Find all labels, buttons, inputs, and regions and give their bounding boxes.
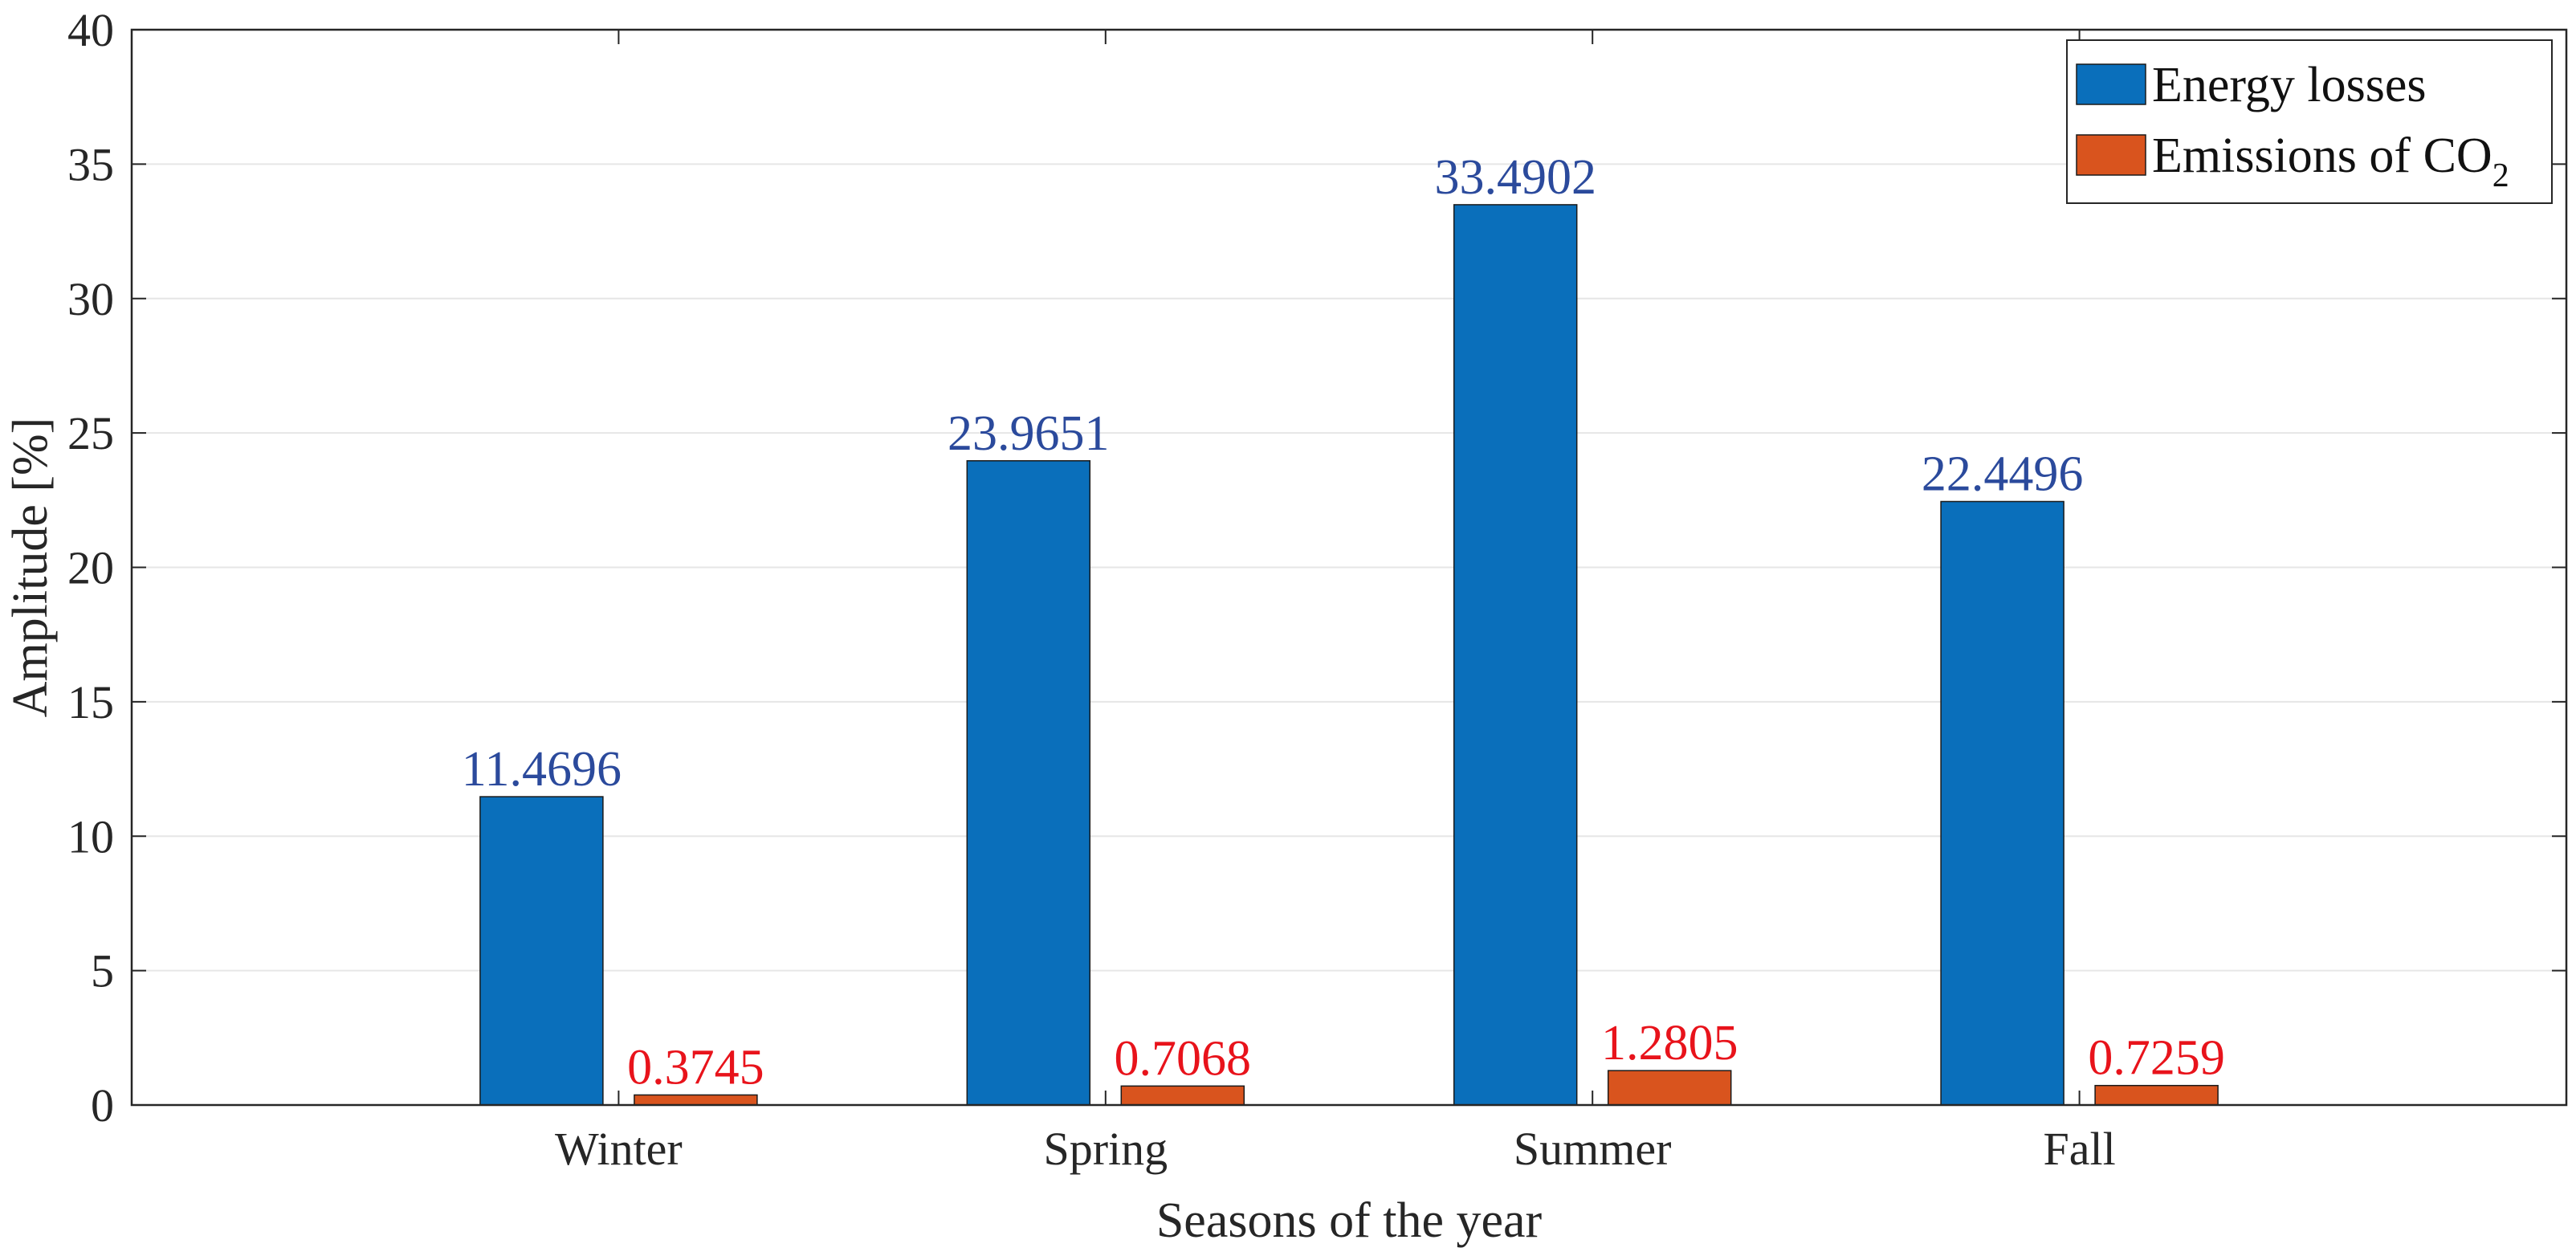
x-tick-label: Winter [555, 1123, 683, 1175]
bar-value-label: 23.9651 [948, 406, 1110, 461]
bar-co2-emissions [634, 1094, 758, 1106]
bar-co2-emissions [1120, 1085, 1245, 1106]
bar-value-label: 11.4696 [462, 742, 622, 797]
y-tick-label: 0 [91, 1079, 114, 1132]
bar-value-label: 22.4496 [1922, 447, 2084, 501]
legend-label-co2-main: Emissions of CO [2152, 128, 2492, 183]
y-axis-label: Amplitude [%] [3, 418, 58, 718]
y-tick-label: 20 [67, 542, 114, 594]
bars-layer [479, 204, 2219, 1106]
bar-energy-losses [1940, 500, 2064, 1106]
bar-co2-emissions [2094, 1084, 2219, 1106]
bar-value-label: 1.2805 [1601, 1016, 1738, 1070]
y-tick-label: 15 [67, 676, 114, 728]
y-tick-label: 30 [67, 273, 114, 325]
labels-layer: 11.4696 23.9651 33.4902 22.4496 0.3745 0.7068… [462, 150, 2225, 1095]
legend-label-energy-losses: Energy losses [2152, 58, 2427, 112]
bar-value-label: 0.7068 [1115, 1031, 1252, 1086]
x-tick-label: Spring [1043, 1123, 1168, 1175]
legend-box [2066, 39, 2553, 204]
y-tick-label: 10 [67, 810, 114, 862]
x-axis-label: Seasons of the year [1156, 1193, 1543, 1248]
legend-swatch-energy-losses [2076, 63, 2146, 105]
legend: Energy losses Emissions of CO2 [2066, 39, 2553, 204]
bar-energy-losses [479, 796, 604, 1106]
y-tick-label: 25 [67, 407, 114, 459]
legend-label-co2-emissions: Emissions of CO2 [2152, 128, 2509, 194]
y-tick-label: 40 [67, 4, 114, 56]
x-tick-label: Summer [1514, 1123, 1672, 1175]
legend-label-co2-subscript: 2 [2492, 157, 2509, 194]
y-tick-label: 5 [91, 945, 114, 997]
bar-energy-losses [1453, 204, 1578, 1106]
bar-energy-losses [966, 460, 1091, 1106]
bar-co2-emissions [1607, 1070, 1732, 1106]
x-tick-label: Fall [2043, 1123, 2115, 1175]
legend-swatch-co2-emissions [2076, 134, 2146, 176]
bar-value-label: 0.7259 [2088, 1031, 2225, 1086]
axes-frame [130, 28, 2568, 1107]
bar-value-label: 33.4902 [1434, 150, 1596, 205]
bar-value-label: 0.3745 [627, 1040, 764, 1095]
y-tick-label: 35 [67, 138, 114, 190]
axis-layer: 0 5 10 15 20 25 30 35 40 Winter Spring Summer Fall [67, 4, 2568, 1175]
